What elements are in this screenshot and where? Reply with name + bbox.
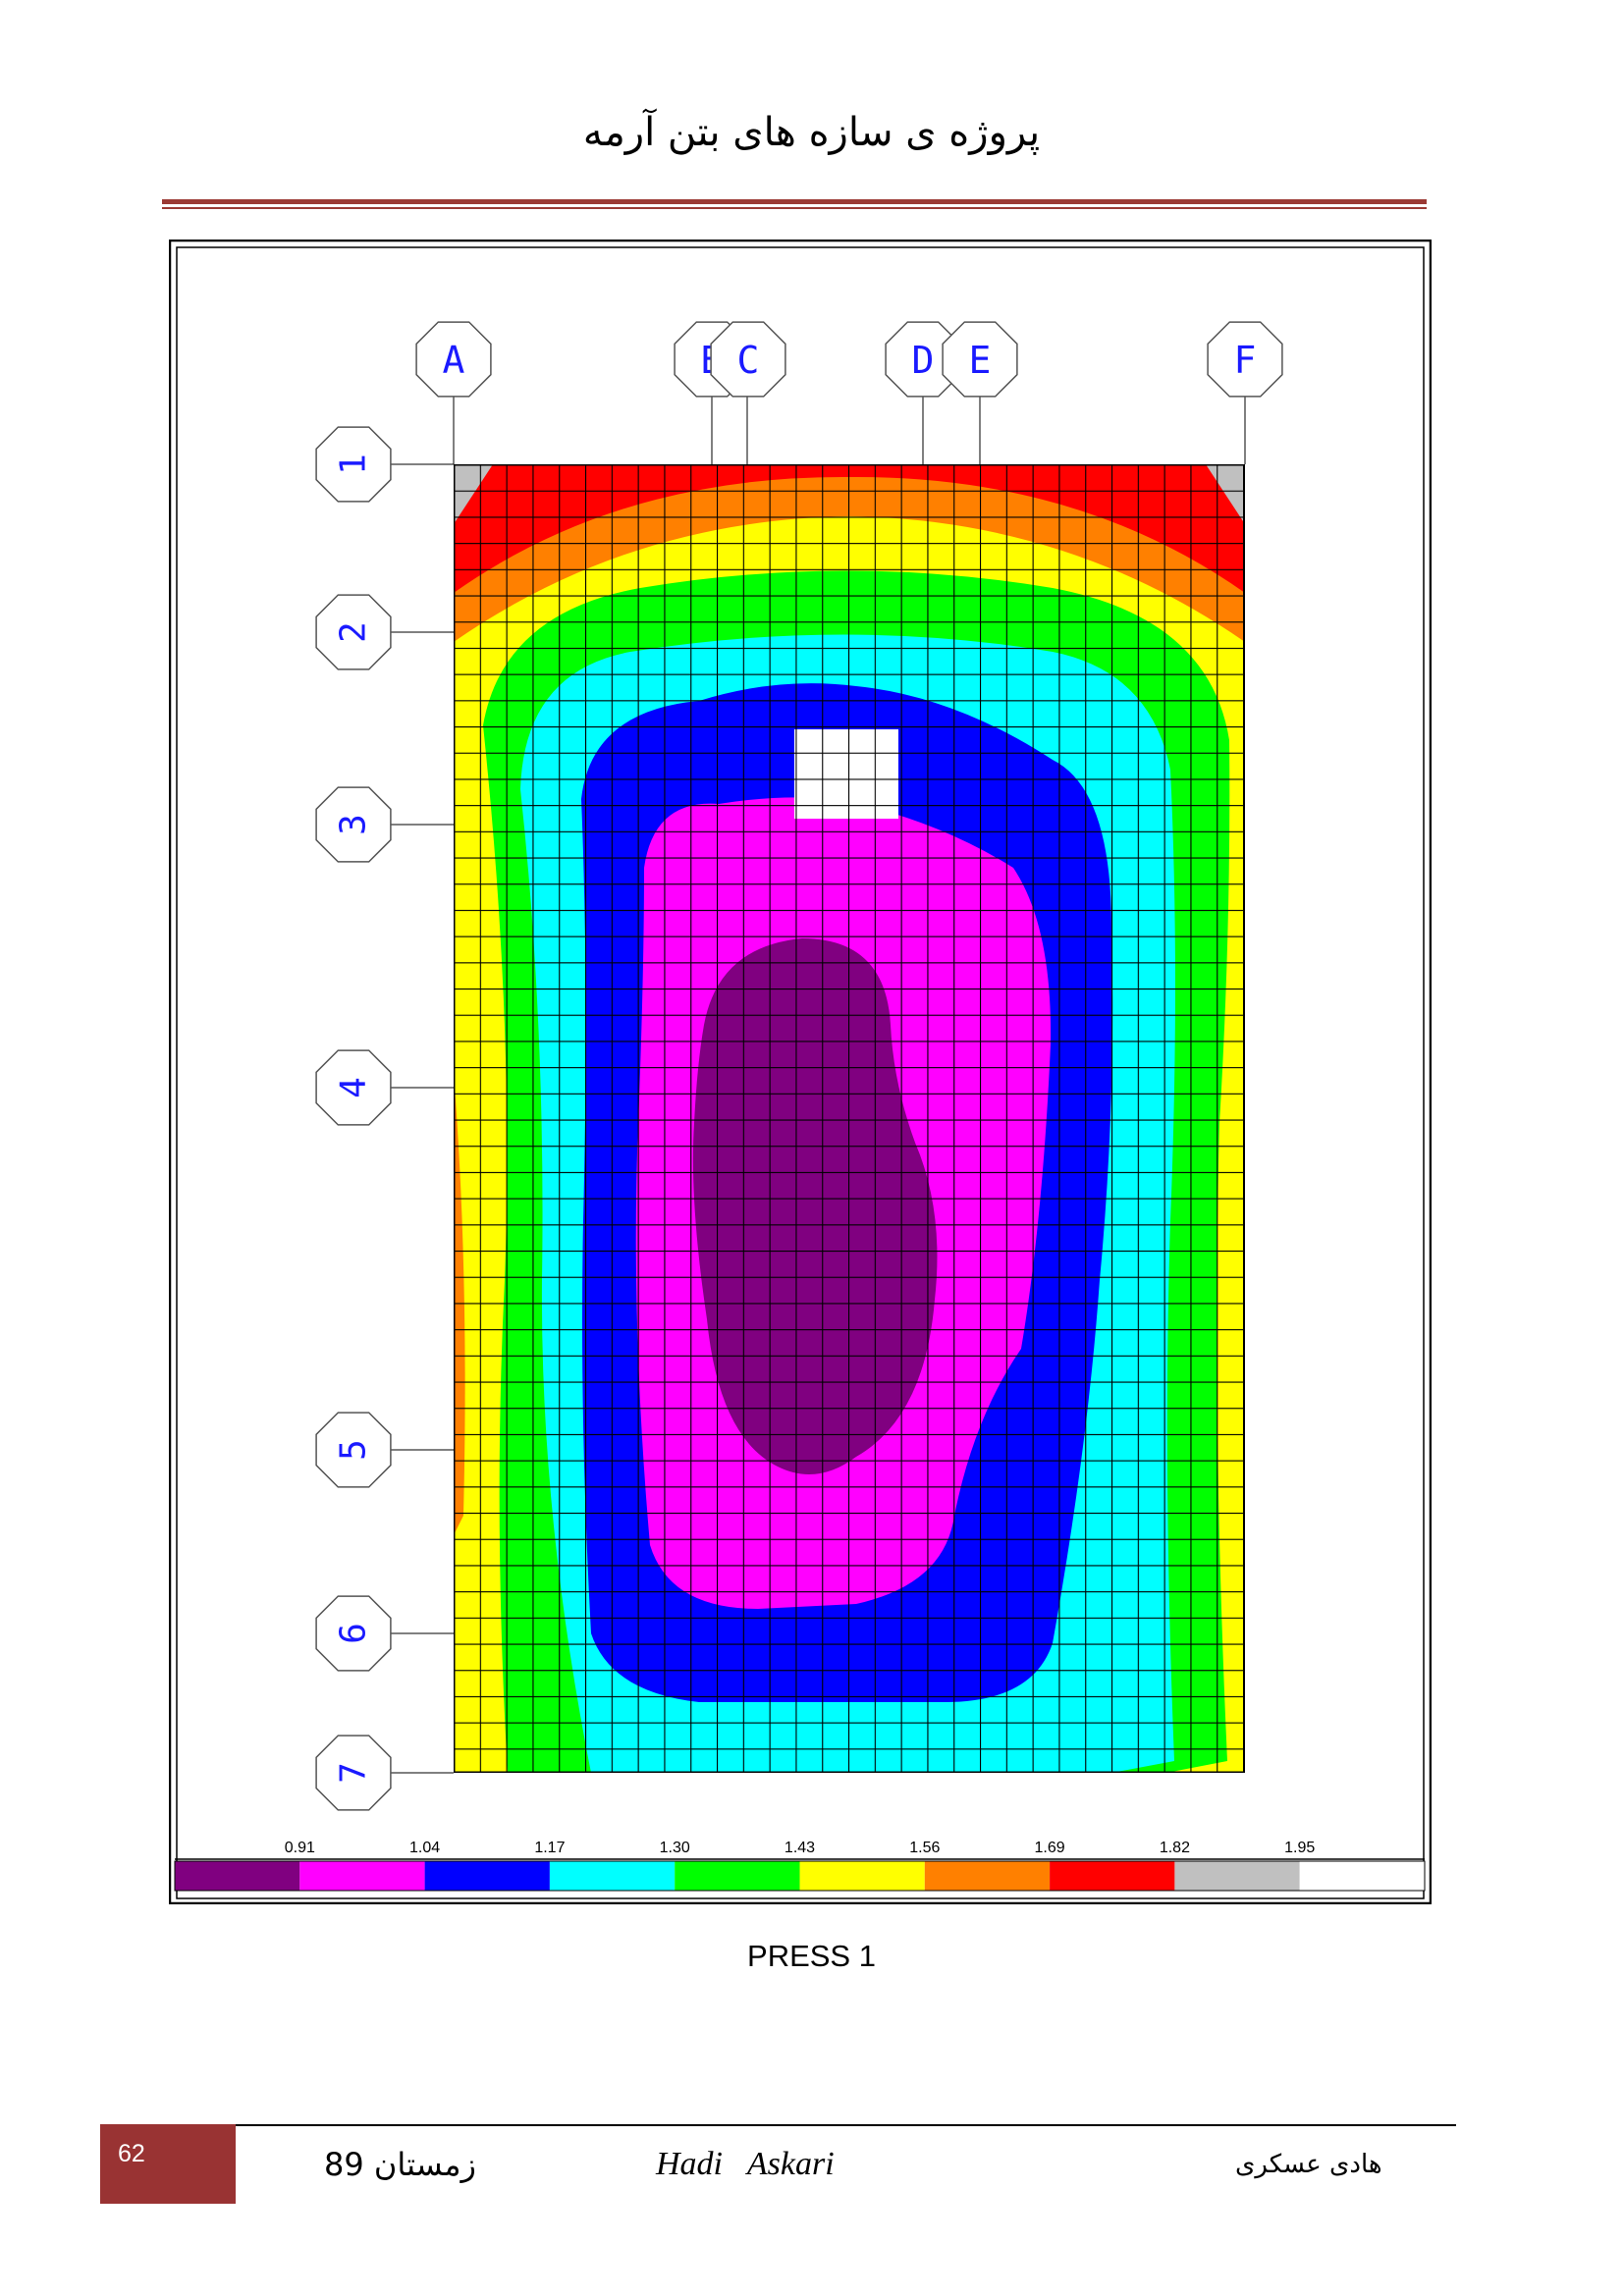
- figure-caption: PRESS 1: [747, 1939, 876, 1973]
- row-grid-label: 4: [334, 1077, 374, 1098]
- legend-swatch: [1050, 1861, 1175, 1891]
- row-grid-label: 1: [334, 454, 374, 475]
- column-grid-bubble: [415, 321, 492, 398]
- column-grid-bubble: [942, 321, 1018, 398]
- legend-value-label: 1.69: [1035, 1840, 1065, 1856]
- page-number-box: [100, 2124, 236, 2204]
- legend-swatch: [424, 1861, 550, 1891]
- row-grid-bubble: [315, 786, 392, 863]
- legend-swatch: [799, 1861, 925, 1891]
- row-grid-bubble: [315, 1412, 392, 1488]
- legend-value-label: 1.56: [909, 1840, 940, 1856]
- footer-season: زمستان 89: [324, 2146, 476, 2183]
- color-legend: 0.91 1.04 1.17 1.30 1.43 1.56 1.69 1.82 1.95: [174, 1840, 1426, 1892]
- row-grid-label: 7: [334, 1762, 374, 1784]
- grid-references: ABCDEF1234567: [315, 321, 1283, 1811]
- footer-author-persian: هادی عسکری: [1235, 2150, 1382, 2179]
- legend-value-label: 0.91: [285, 1840, 315, 1856]
- legend-border: [174, 1860, 1426, 1892]
- pressure-contour-figure: ABCDEF1234567 0.911.041.171.301.431.561.…: [169, 240, 1432, 1904]
- column-grid-bubble: [1207, 321, 1283, 398]
- contour-field: [454, 464, 1245, 1773]
- column-grid-label: D: [912, 339, 935, 382]
- legend-swatch: [175, 1861, 300, 1891]
- footer-author-english: Hadi Askari: [656, 2146, 835, 2182]
- header-rule-thin: [162, 207, 1427, 209]
- row-grid-bubble: [315, 1049, 392, 1126]
- column-grid-label: A: [443, 339, 465, 382]
- row-grid-bubble: [315, 1735, 392, 1811]
- legend-value-label: 1.95: [1284, 1840, 1315, 1856]
- legend-swatch: [675, 1861, 800, 1891]
- legend-swatch: [1174, 1861, 1300, 1891]
- row-grid-bubble: [315, 426, 392, 503]
- legend-swatch: [549, 1861, 676, 1891]
- header-rule: [162, 199, 1427, 204]
- row-grid-label: 3: [334, 814, 374, 835]
- row-grid-label: 5: [334, 1439, 374, 1461]
- column-grid-label: E: [969, 339, 992, 382]
- row-grid-bubble: [315, 594, 392, 670]
- footer-rule: [236, 2124, 1456, 2126]
- page-header-title: پروژه ی سازه های بتن آرمه: [582, 110, 1041, 155]
- row-grid-label: 2: [334, 621, 374, 643]
- column-grid-label: F: [1234, 339, 1257, 382]
- page-number: 62: [118, 2140, 145, 2167]
- legend-swatch: [924, 1861, 1051, 1891]
- row-grid-label: 6: [334, 1623, 374, 1644]
- legend-swatch: [299, 1861, 425, 1891]
- column-grid-label: C: [737, 339, 760, 382]
- column-grid-bubble: [710, 321, 786, 398]
- legend-swatch: [1299, 1861, 1425, 1891]
- legend-value-label: 1.30: [660, 1840, 690, 1856]
- legend-value-label: 1.04: [409, 1840, 440, 1856]
- row-grid-bubble: [315, 1595, 392, 1672]
- legend-value-label: 1.82: [1160, 1840, 1190, 1856]
- mesh-grid: [454, 464, 1245, 1773]
- figure-frame-inner: [176, 246, 1425, 1899]
- legend-value-label: 1.17: [534, 1840, 565, 1856]
- legend-value-label: 1.43: [784, 1840, 815, 1856]
